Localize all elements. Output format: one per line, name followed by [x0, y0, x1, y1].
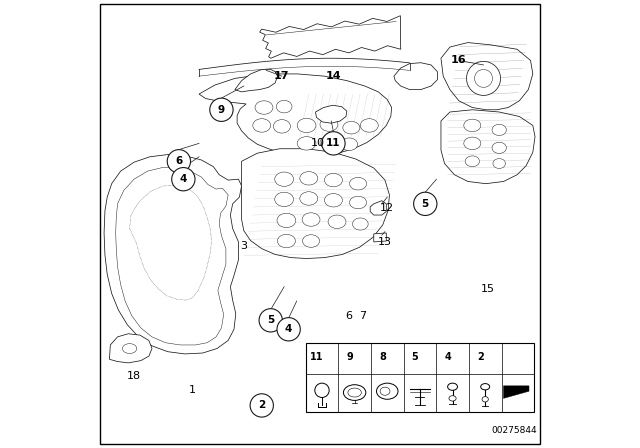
Ellipse shape	[464, 119, 481, 132]
Ellipse shape	[340, 138, 358, 151]
Ellipse shape	[300, 192, 317, 205]
Ellipse shape	[324, 194, 342, 207]
Ellipse shape	[360, 119, 378, 132]
Ellipse shape	[300, 172, 317, 185]
Ellipse shape	[255, 101, 273, 114]
Text: 11: 11	[326, 138, 340, 148]
Ellipse shape	[275, 192, 294, 207]
Ellipse shape	[481, 383, 490, 390]
Text: 7: 7	[359, 311, 366, 321]
Text: 18: 18	[127, 371, 141, 381]
Text: 12: 12	[380, 203, 394, 213]
Ellipse shape	[492, 142, 506, 153]
Circle shape	[277, 318, 300, 341]
Text: 2: 2	[477, 352, 484, 362]
Text: 8: 8	[379, 352, 386, 362]
Text: 9: 9	[346, 352, 353, 362]
Text: 2: 2	[258, 401, 266, 410]
Ellipse shape	[353, 218, 368, 230]
Circle shape	[322, 132, 345, 155]
Ellipse shape	[297, 118, 316, 133]
Text: 4: 4	[180, 174, 187, 184]
Polygon shape	[109, 334, 152, 363]
Text: 10: 10	[311, 138, 324, 148]
Text: 1: 1	[189, 385, 196, 395]
Ellipse shape	[348, 388, 362, 397]
Polygon shape	[316, 105, 347, 123]
Text: 5: 5	[422, 199, 429, 209]
Text: 6: 6	[346, 311, 353, 321]
Ellipse shape	[303, 235, 319, 247]
Circle shape	[210, 98, 233, 121]
Polygon shape	[441, 110, 535, 184]
Polygon shape	[374, 233, 387, 242]
Ellipse shape	[253, 119, 271, 132]
Text: 11: 11	[310, 352, 324, 362]
Text: 5: 5	[267, 315, 275, 325]
Polygon shape	[104, 155, 242, 354]
Ellipse shape	[380, 387, 390, 395]
Ellipse shape	[482, 396, 488, 402]
Ellipse shape	[465, 156, 479, 167]
Text: 6: 6	[175, 156, 182, 166]
Ellipse shape	[320, 118, 338, 131]
Text: 16: 16	[451, 56, 467, 65]
Ellipse shape	[447, 383, 458, 390]
Ellipse shape	[276, 100, 292, 113]
Ellipse shape	[376, 383, 398, 399]
Ellipse shape	[277, 213, 296, 228]
Text: 13: 13	[378, 237, 392, 247]
Ellipse shape	[328, 215, 346, 228]
Polygon shape	[394, 63, 437, 90]
Text: 14: 14	[326, 71, 341, 81]
Ellipse shape	[493, 159, 506, 168]
Ellipse shape	[349, 196, 367, 209]
Ellipse shape	[320, 136, 338, 149]
Polygon shape	[235, 69, 278, 92]
Circle shape	[413, 192, 437, 215]
Ellipse shape	[297, 137, 316, 150]
Polygon shape	[260, 16, 401, 58]
Text: 3: 3	[241, 241, 247, 251]
Polygon shape	[504, 386, 529, 398]
Ellipse shape	[122, 344, 137, 353]
Text: 17: 17	[274, 71, 290, 81]
Circle shape	[250, 394, 273, 417]
Polygon shape	[370, 201, 387, 215]
Polygon shape	[199, 74, 392, 156]
Ellipse shape	[275, 172, 294, 186]
Ellipse shape	[278, 234, 296, 248]
Ellipse shape	[344, 385, 366, 401]
Ellipse shape	[449, 396, 456, 401]
Text: 4: 4	[285, 324, 292, 334]
Polygon shape	[116, 168, 228, 345]
Ellipse shape	[492, 125, 506, 136]
Polygon shape	[441, 43, 533, 110]
Circle shape	[315, 383, 329, 397]
Ellipse shape	[273, 120, 291, 133]
Ellipse shape	[302, 213, 320, 226]
Ellipse shape	[349, 177, 367, 190]
Circle shape	[167, 150, 191, 173]
Bar	[306, 343, 534, 412]
Text: 00275844: 00275844	[492, 426, 538, 435]
Text: 4: 4	[444, 352, 451, 362]
Circle shape	[259, 309, 282, 332]
Text: 15: 15	[481, 284, 495, 294]
Ellipse shape	[464, 137, 481, 150]
Ellipse shape	[324, 173, 342, 187]
Circle shape	[475, 69, 493, 87]
Ellipse shape	[343, 121, 360, 134]
Circle shape	[467, 61, 500, 95]
Text: 9: 9	[218, 105, 225, 115]
Circle shape	[172, 168, 195, 191]
Text: 5: 5	[412, 352, 419, 362]
Polygon shape	[242, 149, 389, 258]
